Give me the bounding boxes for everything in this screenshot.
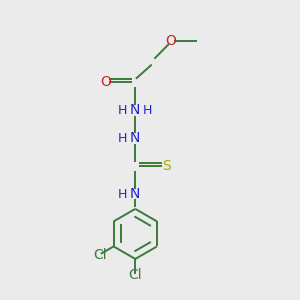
Text: N: N <box>130 187 140 201</box>
Text: H: H <box>118 188 128 201</box>
Text: N: N <box>130 103 140 117</box>
Text: Cl: Cl <box>93 248 106 262</box>
Text: N: N <box>130 131 140 145</box>
Text: Cl: Cl <box>128 268 142 282</box>
Text: O: O <box>100 75 111 89</box>
Text: S: S <box>162 159 171 173</box>
Text: O: O <box>165 34 176 48</box>
Text: H: H <box>118 104 128 117</box>
Text: H: H <box>118 132 128 145</box>
Text: H: H <box>143 104 152 117</box>
